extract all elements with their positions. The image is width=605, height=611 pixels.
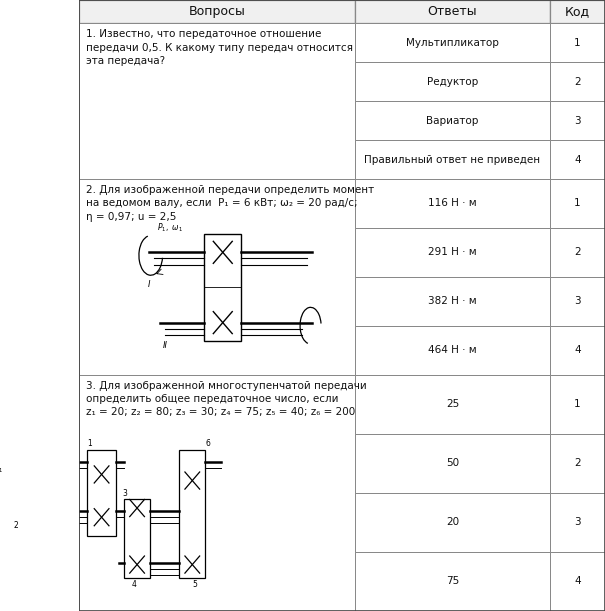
Bar: [550, 0, 605, 23]
Text: 2: 2: [14, 521, 19, 530]
Bar: [355, 23, 550, 62]
Bar: [550, 228, 605, 277]
Text: 6: 6: [206, 439, 211, 448]
Bar: [550, 326, 605, 375]
Text: 382 Н · м: 382 Н · м: [428, 296, 477, 306]
Text: Код: Код: [565, 5, 590, 18]
Text: 75: 75: [446, 576, 459, 587]
Bar: [550, 375, 605, 434]
Text: 2. Для изображенной передачи определить момент
на ведомом валу, если  P₁ = 6 кВт: 2. Для изображенной передачи определить …: [85, 185, 374, 222]
Text: 2: 2: [574, 76, 581, 87]
Text: Правильный ответ не приведен: Правильный ответ не приведен: [364, 155, 541, 164]
Text: 4: 4: [574, 345, 581, 355]
Text: I: I: [148, 280, 151, 289]
Text: 1: 1: [87, 439, 92, 448]
Bar: [124, 499, 150, 578]
Bar: [355, 228, 550, 277]
Text: 1: 1: [574, 199, 581, 208]
Bar: [79, 23, 355, 179]
Text: Вариатор: Вариатор: [427, 115, 479, 126]
Text: Вопросы: Вопросы: [189, 5, 246, 18]
Bar: [355, 375, 550, 434]
Bar: [550, 23, 605, 62]
Text: 4: 4: [574, 576, 581, 587]
Bar: [79, 375, 355, 611]
Text: 1: 1: [574, 38, 581, 48]
Bar: [550, 277, 605, 326]
Text: Редуктор: Редуктор: [427, 76, 478, 87]
Text: 464 Н · м: 464 Н · м: [428, 345, 477, 355]
Text: 3: 3: [123, 489, 128, 498]
Text: 25: 25: [446, 399, 459, 409]
Bar: [355, 0, 550, 23]
Text: $P_1,\ \omega_1$: $P_1,\ \omega_1$: [157, 222, 183, 234]
Bar: [550, 62, 605, 101]
Bar: [355, 492, 550, 552]
Bar: [550, 492, 605, 552]
Text: 5: 5: [192, 580, 197, 590]
Bar: [355, 140, 550, 179]
Text: 20: 20: [446, 518, 459, 527]
Text: 2: 2: [574, 247, 581, 257]
Text: 4: 4: [132, 580, 137, 590]
Bar: [550, 179, 605, 228]
Text: 1. Известно, что передаточное отношение
передачи 0,5. К какому типу передач отно: 1. Известно, что передаточное отношение …: [85, 29, 353, 66]
Text: 116 Н · м: 116 Н · м: [428, 199, 477, 208]
Text: 4: 4: [574, 155, 581, 164]
Bar: [179, 450, 206, 578]
Bar: [355, 434, 550, 492]
Bar: [87, 450, 116, 535]
Text: 3: 3: [574, 296, 581, 306]
Bar: [355, 101, 550, 140]
Text: 1: 1: [574, 399, 581, 409]
Text: 291 Н · м: 291 Н · м: [428, 247, 477, 257]
Bar: [355, 326, 550, 375]
Bar: [79, 0, 355, 23]
Bar: [355, 277, 550, 326]
Bar: [550, 434, 605, 492]
Text: 3: 3: [574, 518, 581, 527]
Text: 3. Для изображенной многоступенчатой передачи
определить общее передаточное числ: 3. Для изображенной многоступенчатой пер…: [85, 381, 366, 417]
Bar: [550, 140, 605, 179]
Text: II: II: [162, 341, 168, 350]
Bar: [355, 62, 550, 101]
Text: 50: 50: [446, 458, 459, 468]
Bar: [204, 234, 241, 341]
Bar: [79, 179, 355, 375]
Text: 3: 3: [574, 115, 581, 126]
Text: $\omega_1$: $\omega_1$: [0, 464, 3, 475]
Bar: [355, 179, 550, 228]
Bar: [355, 552, 550, 611]
Bar: [550, 101, 605, 140]
Text: Ответы: Ответы: [428, 5, 477, 18]
Bar: [550, 552, 605, 611]
Text: Мультипликатор: Мультипликатор: [406, 38, 499, 48]
Text: 2: 2: [574, 458, 581, 468]
